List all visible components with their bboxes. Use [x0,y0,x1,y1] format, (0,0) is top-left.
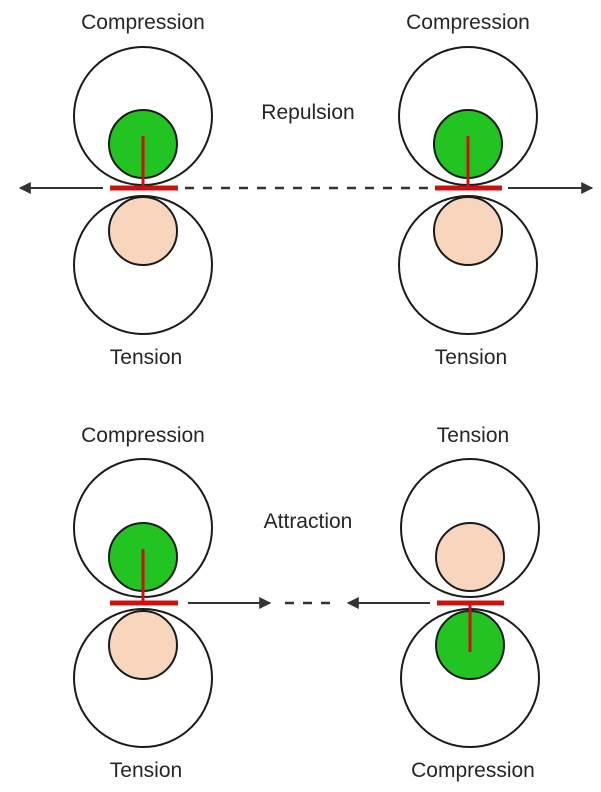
top-right-lower-label: Tension [435,346,507,369]
top-right-upper-label: Compression [406,11,530,34]
attraction-label: Attraction [264,510,353,533]
attraction-panel: Compression Tension Attraction Tension C… [73,424,540,782]
top-right-pair [398,46,538,335]
top-left-lower-label: Tension [110,346,182,369]
bottom-left-lower-label: Tension [110,759,182,782]
tension-node [108,196,178,266]
tension-node [433,196,503,266]
repulsion-panel: Compression Compression Repulsion Tensio… [18,11,594,369]
tension-node [435,522,505,592]
bottom-left-upper-label: Compression [81,424,205,447]
top-left-pair [73,46,213,335]
bottom-right-lower-label: Compression [411,759,535,782]
tension-node [108,610,178,680]
repulsion-label: Repulsion [261,101,354,124]
top-left-upper-label: Compression [81,11,205,34]
outer-circle-lower [73,608,213,748]
outer-circle-upper [400,458,540,598]
bottom-left-pair [73,458,213,748]
bottom-right-upper-label: Tension [437,424,509,447]
bottom-right-pair [400,458,540,748]
